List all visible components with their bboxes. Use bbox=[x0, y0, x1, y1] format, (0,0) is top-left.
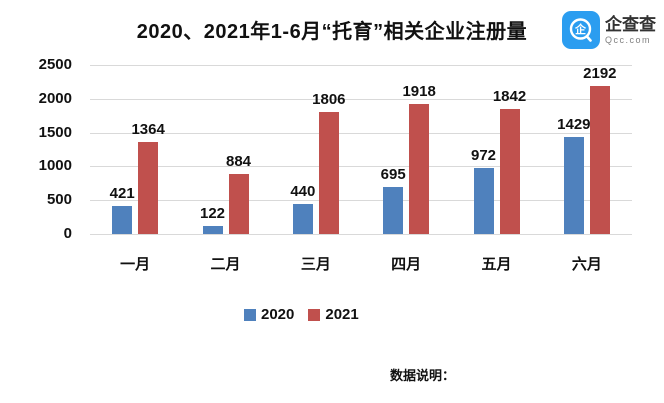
bar-value-label: 695 bbox=[380, 166, 406, 183]
logo-text: 企查查 Qcc.com bbox=[605, 15, 656, 46]
y-tick-label: 2500 bbox=[38, 56, 72, 73]
bar-value-label: 1429 bbox=[557, 116, 591, 133]
data-notes: 数据说明： 1、仅统计关键词为“托育”相关企业 2、统计时间为2021.7.12… bbox=[390, 311, 664, 403]
bar-2020 bbox=[473, 168, 494, 234]
bar-2020 bbox=[383, 187, 404, 234]
notes-heading: 数据说明： bbox=[390, 368, 456, 383]
bar-2020 bbox=[112, 206, 133, 234]
y-tick-label: 500 bbox=[46, 191, 72, 209]
bar-2020 bbox=[202, 226, 223, 234]
legend-item: 2021 bbox=[308, 306, 359, 323]
x-tick-label: 二月 bbox=[210, 256, 241, 273]
qcc-logo-icon: 企 bbox=[562, 11, 600, 49]
legend-label: 2020 bbox=[261, 306, 295, 323]
qcc-logo: 企 企查查 Qcc.com bbox=[562, 11, 656, 49]
chart-legend: 2020 2021 bbox=[244, 306, 359, 323]
bar-2021 bbox=[409, 104, 430, 234]
x-tick-label: 一月 bbox=[120, 256, 151, 273]
bar-2020 bbox=[292, 204, 313, 234]
bar-2021 bbox=[138, 142, 159, 234]
x-tick-label: 六月 bbox=[571, 256, 602, 273]
bar-value-label: 122 bbox=[199, 205, 226, 222]
y-tick-label: 2000 bbox=[38, 89, 72, 107]
y-tick-label: 0 bbox=[63, 225, 72, 242]
y-tick-label: 1000 bbox=[38, 157, 72, 175]
gridline bbox=[90, 200, 632, 202]
gridline bbox=[90, 98, 632, 100]
gridline bbox=[90, 166, 632, 168]
logo-domain: Qcc.com bbox=[605, 34, 652, 45]
bar-2021 bbox=[228, 174, 249, 234]
x-tick-label: 四月 bbox=[391, 256, 422, 273]
gridline bbox=[90, 132, 632, 134]
bar-value-label: 1842 bbox=[492, 88, 527, 105]
bar-value-label: 1918 bbox=[402, 83, 436, 100]
x-tick-label: 三月 bbox=[300, 256, 331, 273]
legend-label: 2021 bbox=[325, 306, 359, 323]
bar-value-label: 421 bbox=[109, 185, 135, 202]
bar-2021 bbox=[318, 112, 339, 234]
gridline bbox=[90, 234, 632, 235]
gridline bbox=[90, 65, 632, 66]
bar-value-label: 1806 bbox=[312, 91, 346, 108]
magnifier-handle-icon bbox=[585, 35, 592, 42]
logo-brand-name: 企查查 bbox=[605, 14, 656, 34]
bar-value-label: 440 bbox=[290, 183, 316, 200]
bar-2020 bbox=[563, 137, 584, 234]
chart-title: 2020、2021年1-6月“托育”相关企业注册量 bbox=[136, 21, 528, 43]
bar-2021 bbox=[499, 109, 520, 234]
legend-swatch bbox=[308, 308, 321, 321]
bar-value-label: 1364 bbox=[131, 121, 165, 138]
bar-value-label: 884 bbox=[225, 153, 252, 170]
legend-item: 2020 bbox=[244, 306, 294, 323]
magnifier-circle-icon bbox=[569, 18, 592, 40]
legend-swatch bbox=[244, 308, 256, 321]
y-tick-label: 1500 bbox=[38, 123, 72, 141]
x-tick-label: 五月 bbox=[481, 256, 512, 273]
logo-glyph: 企 bbox=[574, 22, 587, 36]
bar-value-label: 972 bbox=[470, 147, 497, 164]
bar-2021 bbox=[589, 86, 610, 234]
bar-value-label: 2192 bbox=[583, 65, 617, 82]
